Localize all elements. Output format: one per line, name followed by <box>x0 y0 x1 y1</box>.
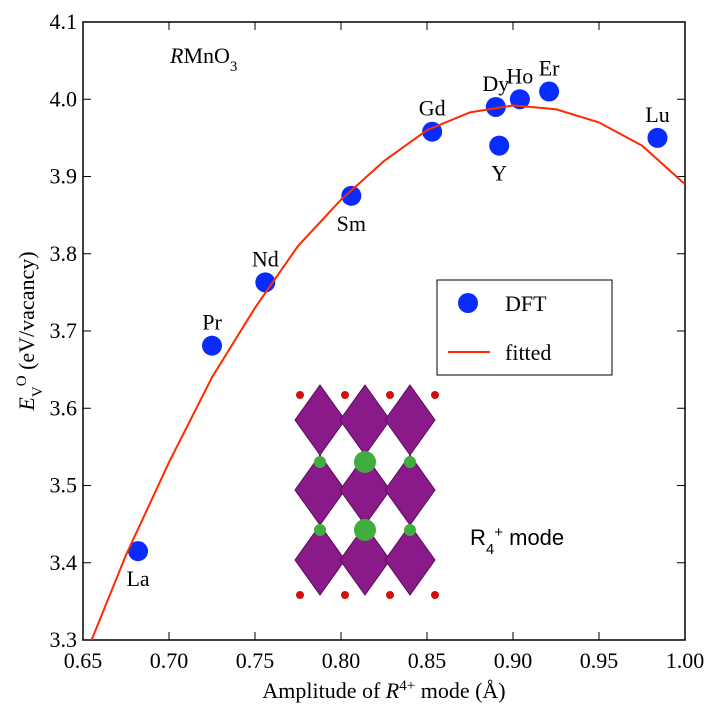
y-tick-label: 3.4 <box>50 550 78 575</box>
point-label: Y <box>491 161 507 186</box>
point-label: Sm <box>337 211 366 236</box>
x-tick-label: 0.85 <box>408 648 447 673</box>
inset-label-part: 4 <box>486 541 494 558</box>
fitted-line <box>90 104 685 640</box>
inset-label-part: + <box>494 524 503 541</box>
legend-label: DFT <box>505 291 547 316</box>
x-tick-label: 0.95 <box>580 648 619 673</box>
x-tick-label: 0.65 <box>64 648 103 673</box>
legend-marker <box>458 293 478 313</box>
y-axis-label-part: (eV/vacancy) <box>14 251 39 375</box>
point-label: Dy <box>482 71 509 96</box>
x-axis-label-part: R <box>385 678 400 703</box>
data-point <box>509 89 530 110</box>
inset-label-part: R <box>470 525 486 550</box>
annotation: RMnO3 <box>169 43 237 75</box>
data-point <box>128 541 149 562</box>
x-tick-label: 0.90 <box>494 648 533 673</box>
y-tick-label: 4.0 <box>50 86 78 111</box>
point-label: La <box>126 566 149 591</box>
x-axis-label-part: mode (Å) <box>415 678 505 703</box>
inset-label-part: mode <box>503 525 564 550</box>
y-tick-label: 3.7 <box>50 318 78 343</box>
y-tick-label: 3.8 <box>50 241 78 266</box>
annotation-part: R <box>169 43 184 68</box>
data-point <box>202 335 222 356</box>
y-tick-label: 3.9 <box>50 164 78 189</box>
point-label: Lu <box>645 102 669 127</box>
annotation-part: 3 <box>230 59 238 75</box>
point-label: Gd <box>419 96 446 121</box>
y-axis-label-part: E <box>14 397 39 412</box>
y-tick-label: 3.6 <box>50 395 78 420</box>
y-axis-label: EVO (eV/vacancy) <box>14 251 46 411</box>
y-axis-label-part: O <box>14 375 30 386</box>
x-tick-label: 1.00 <box>666 648 705 673</box>
crystal-inset <box>294 384 439 599</box>
x-axis-label: Amplitude of R4+ mode (Å) <box>262 678 505 703</box>
data-point <box>341 185 362 206</box>
data-point <box>539 81 560 102</box>
y-tick-label: 3.5 <box>50 473 78 498</box>
legend-label: fitted <box>505 340 551 365</box>
point-label: Er <box>539 56 560 81</box>
inset-label: R4+ mode <box>470 524 564 558</box>
x-tick-label: 0.70 <box>150 648 189 673</box>
annotation-part: MnO <box>183 43 229 68</box>
x-tick-label: 0.75 <box>236 648 275 673</box>
x-axis-label-part: 4+ <box>399 678 415 694</box>
point-label: Nd <box>252 246 279 271</box>
point-label: Pr <box>202 310 222 335</box>
data-point <box>647 127 668 148</box>
point-label: Ho <box>506 63 533 88</box>
x-axis-label-part: Amplitude of <box>262 678 385 703</box>
y-tick-label: 4.1 <box>50 9 78 34</box>
y-tick-label: 3.3 <box>50 627 78 652</box>
data-point <box>489 135 510 156</box>
data-point <box>485 96 506 117</box>
x-tick-label: 0.80 <box>322 648 361 673</box>
y-axis-label-part: V <box>30 386 46 397</box>
